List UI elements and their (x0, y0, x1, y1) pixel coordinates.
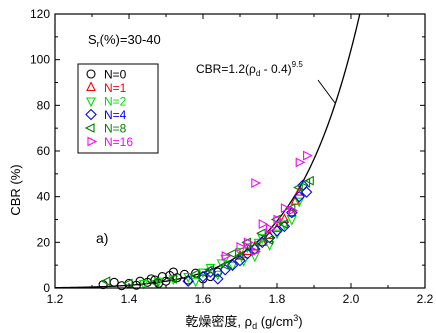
y-tick-label: 100 (30, 53, 50, 67)
plot-frame (55, 14, 425, 288)
y-tick-label: 60 (37, 144, 51, 158)
condition-label-rest: (%)=30-40 (100, 32, 161, 47)
y-tick-label: 80 (37, 98, 51, 112)
point-n-16 (252, 179, 260, 187)
x-tick-label: 2.2 (417, 292, 434, 306)
y-tick-label: 20 (37, 235, 51, 249)
x-axis-label-unit-close: ) (298, 314, 302, 329)
y-axis-label: CBR (%) (8, 164, 23, 215)
x-tick-label: 2.0 (343, 292, 360, 306)
condition-label: Sr(%)=30-40 (88, 32, 161, 49)
legend-marker-n-16 (88, 138, 96, 146)
legend-label-n-16: N=16 (104, 135, 133, 149)
x-axis-label-main: 乾燥密度, (185, 314, 244, 329)
legend: N=0N=1N=2N=4N=8N=16 (78, 64, 158, 153)
fit-curve-label-mid: - 0.4) (260, 62, 291, 76)
y-tick-label: 120 (30, 7, 50, 21)
fit-curve-label-superscript: 9.5 (292, 60, 304, 69)
y-tick-label: 40 (37, 190, 51, 204)
x-axis-label-symbol: ρ (245, 314, 252, 329)
legend-marker-n-2 (87, 98, 95, 106)
legend-marker-n-8 (86, 124, 94, 132)
legend-marker-n-1 (87, 83, 95, 91)
x-axis-label: 乾燥密度, ρd (g/cm3) (185, 313, 302, 331)
legend-marker-n-4 (86, 110, 96, 120)
legend-label-n-0: N=0 (104, 68, 127, 82)
panel-label: a) (96, 230, 108, 246)
fit-curve-pointer-line (318, 80, 335, 103)
fit-curve-label: CBR=1.2(ρd - 0.4)9.5 (196, 60, 303, 78)
x-tick-label: 1.4 (121, 292, 138, 306)
fit-curve-label-prefix: CBR=1.2( (196, 62, 249, 76)
x-axis-label-unit: (g/cm (257, 314, 293, 329)
point-n-16 (296, 158, 304, 166)
legend-label-n-2: N=2 (104, 95, 127, 109)
legend-label-n-8: N=8 (104, 122, 127, 136)
condition-label-prefix: S (88, 32, 97, 47)
y-tick-label: 0 (43, 281, 50, 295)
point-n-16 (304, 152, 312, 160)
data-points-layer (99, 152, 313, 290)
legend-label-n-4: N=4 (104, 108, 127, 122)
x-tick-label: 1.6 (195, 292, 212, 306)
legend-label-n-1: N=1 (104, 81, 127, 95)
point-n-0 (173, 274, 181, 282)
legend-marker-n-0 (87, 70, 95, 78)
point-n-0 (110, 278, 118, 286)
x-tick-label: 1.8 (269, 292, 286, 306)
point-n-16 (259, 220, 267, 228)
